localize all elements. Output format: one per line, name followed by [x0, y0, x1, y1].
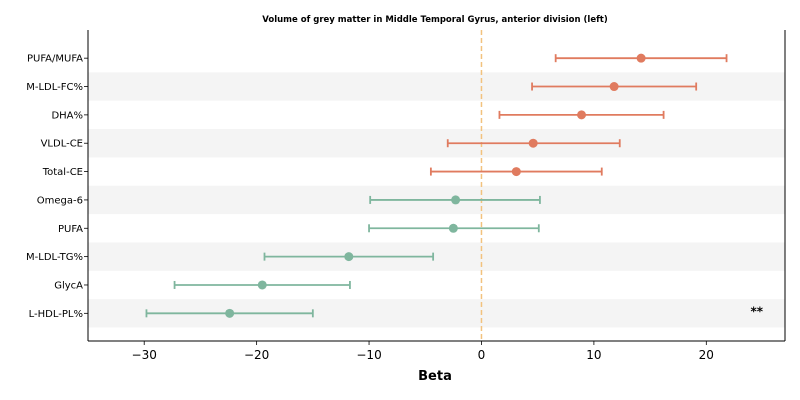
y-axis-labels: PUFA/MUFA M-LDL-FC% DHA% VLDL-CE Total-CE Ome… — [26, 54, 83, 320]
estimate-point — [448, 223, 458, 233]
row-band — [88, 129, 785, 158]
row-label: Omega-6 — [37, 195, 83, 206]
x-tick-label: −20 — [244, 348, 269, 362]
row-label: GlycA — [54, 280, 83, 291]
significance-annotations: ** — [750, 304, 763, 318]
estimate-point — [511, 167, 521, 177]
row-label: Total-CE — [42, 167, 83, 178]
estimate-point — [528, 138, 538, 148]
estimate-point — [451, 195, 461, 205]
chart-title: Volume of grey matter in Middle Temporal… — [262, 15, 608, 25]
estimate-point — [257, 280, 267, 290]
x-tick-label: 0 — [478, 348, 486, 362]
x-tick-label: 20 — [699, 348, 714, 362]
estimate-point — [577, 110, 587, 120]
x-tick-label: 10 — [586, 348, 601, 362]
estimate-point — [225, 308, 235, 318]
row-label: M-LDL-FC% — [26, 82, 83, 93]
estimate-points — [225, 53, 646, 318]
row-label: PUFA — [58, 224, 83, 235]
axes-frame — [84, 30, 786, 342]
x-axis-label: Beta — [418, 369, 452, 384]
row-label: DHA% — [51, 110, 83, 121]
estimate-point — [636, 53, 646, 63]
row-band — [88, 242, 785, 271]
significance-annotation: ** — [750, 304, 763, 318]
estimate-point — [344, 252, 354, 262]
row-label: M-LDL-TG% — [26, 252, 83, 263]
x-tick-label: −10 — [356, 348, 381, 362]
x-tick-label: −30 — [132, 348, 157, 362]
row-label: L-HDL-PL% — [29, 309, 83, 320]
estimate-point — [609, 82, 619, 92]
x-axis-ticks: −30 −20 −10 0 10 20 — [132, 341, 714, 362]
row-label: PUFA/MUFA — [27, 54, 83, 65]
row-label: VLDL-CE — [41, 139, 83, 150]
